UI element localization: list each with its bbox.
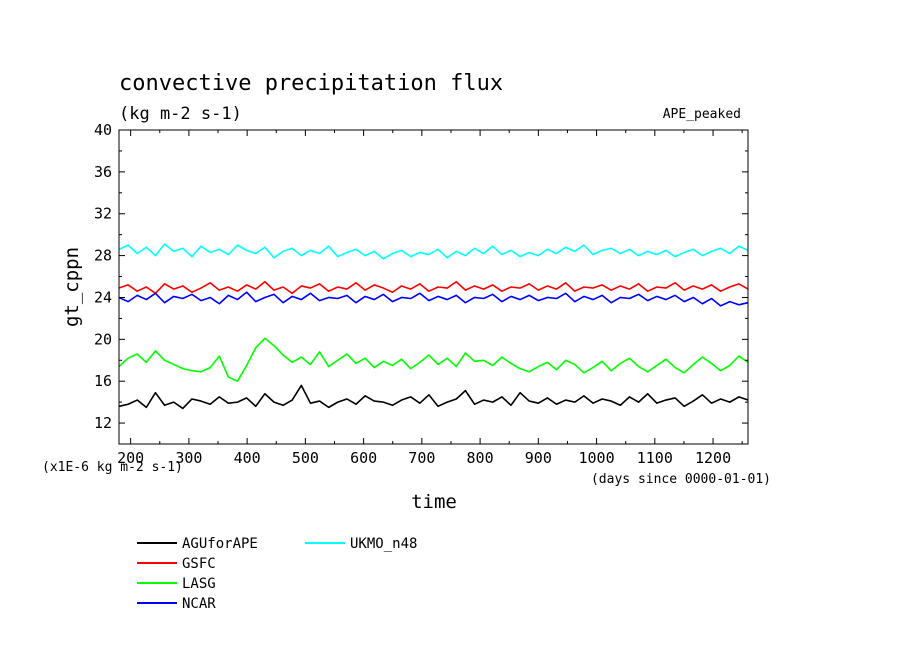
legend-label: LASG bbox=[182, 576, 216, 592]
legend-label: GSFC bbox=[182, 556, 216, 572]
series-line-lasg bbox=[118, 337, 749, 383]
x-tick-label: 400 bbox=[234, 449, 261, 467]
series-line-gsfc bbox=[118, 280, 749, 295]
y-tick-label: 36 bbox=[94, 163, 112, 181]
x-axis-label: time bbox=[411, 491, 457, 513]
x-tick-label: 800 bbox=[467, 449, 494, 467]
ticks-layer: 200 300 400 500 600 700 800 900 1000 1100 1200 12 16… bbox=[94, 121, 748, 467]
plot-frame bbox=[118, 129, 749, 445]
x-unit-note: (days since 0000-01-01) bbox=[591, 472, 771, 487]
series-line-ncar bbox=[118, 291, 749, 307]
y-tick-label: 24 bbox=[94, 288, 112, 306]
y-tick-label: 16 bbox=[94, 372, 112, 390]
x-tick-label: 1100 bbox=[637, 449, 673, 467]
y-tick-label: 40 bbox=[94, 121, 112, 139]
y-axis-label: gt_cppn bbox=[61, 247, 83, 327]
y-tick-label: 32 bbox=[94, 205, 112, 223]
legend-label: NCAR bbox=[182, 596, 216, 612]
x-tick-label: 1200 bbox=[695, 449, 731, 467]
x-tick-label: 300 bbox=[175, 449, 202, 467]
x-tick-label: 500 bbox=[292, 449, 319, 467]
y-tick-label: 20 bbox=[94, 330, 112, 348]
legend: AGUforAPE GSFC LASG NCAR UKMO_n48 bbox=[137, 536, 417, 612]
y-unit-note: (x1E-6 kg m-2 s-1) bbox=[42, 460, 183, 475]
series-layer bbox=[118, 243, 749, 410]
y-tick-label: 12 bbox=[94, 414, 112, 432]
x-tick-label: 200 bbox=[117, 449, 144, 467]
legend-label: AGUforAPE bbox=[182, 536, 258, 552]
experiment-tag: APE_peaked bbox=[663, 107, 741, 122]
legend-label: UKMO_n48 bbox=[350, 536, 417, 552]
y-tick-label: 28 bbox=[94, 247, 112, 265]
x-tick-label: 1000 bbox=[579, 449, 615, 467]
series-line-aguforape bbox=[118, 384, 749, 410]
x-tick-label: 900 bbox=[525, 449, 552, 467]
chart-subtitle: (kg m-2 s-1) bbox=[119, 104, 242, 124]
x-tick-label: 600 bbox=[350, 449, 377, 467]
series-line-ukmo-n48 bbox=[118, 243, 749, 260]
chart-title: convective precipitation flux bbox=[119, 71, 503, 96]
x-tick-label: 700 bbox=[408, 449, 435, 467]
